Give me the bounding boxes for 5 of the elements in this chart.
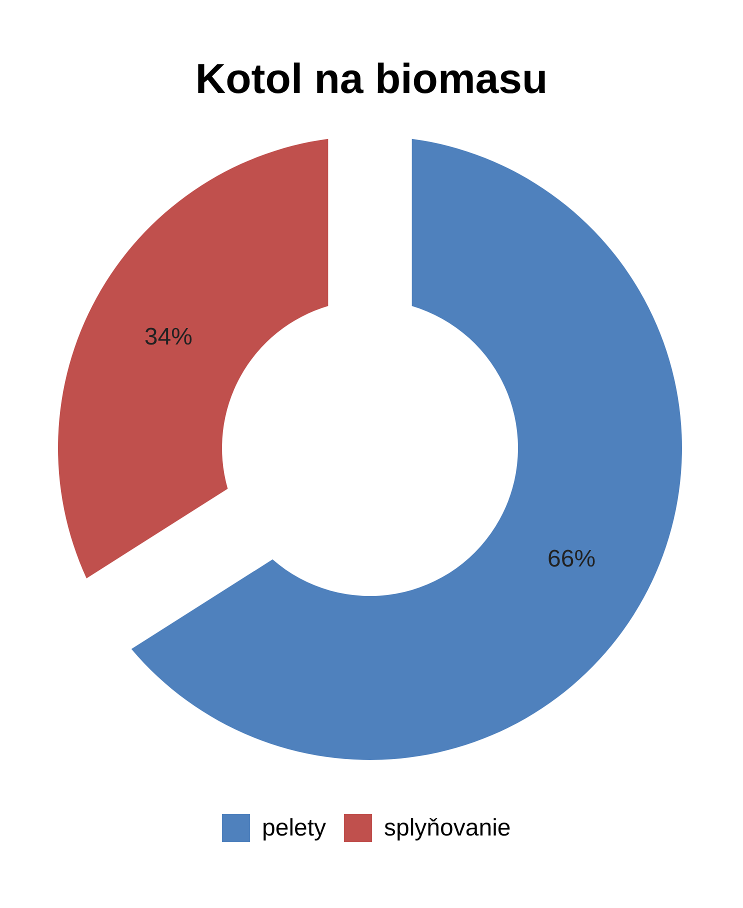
- legend-label: splyňovanie: [384, 814, 511, 842]
- data-label: 66%: [548, 545, 596, 572]
- legend-label: pelety: [262, 814, 326, 842]
- data-label: 34%: [144, 324, 192, 351]
- chart-title: Kotol na biomasu: [195, 55, 548, 102]
